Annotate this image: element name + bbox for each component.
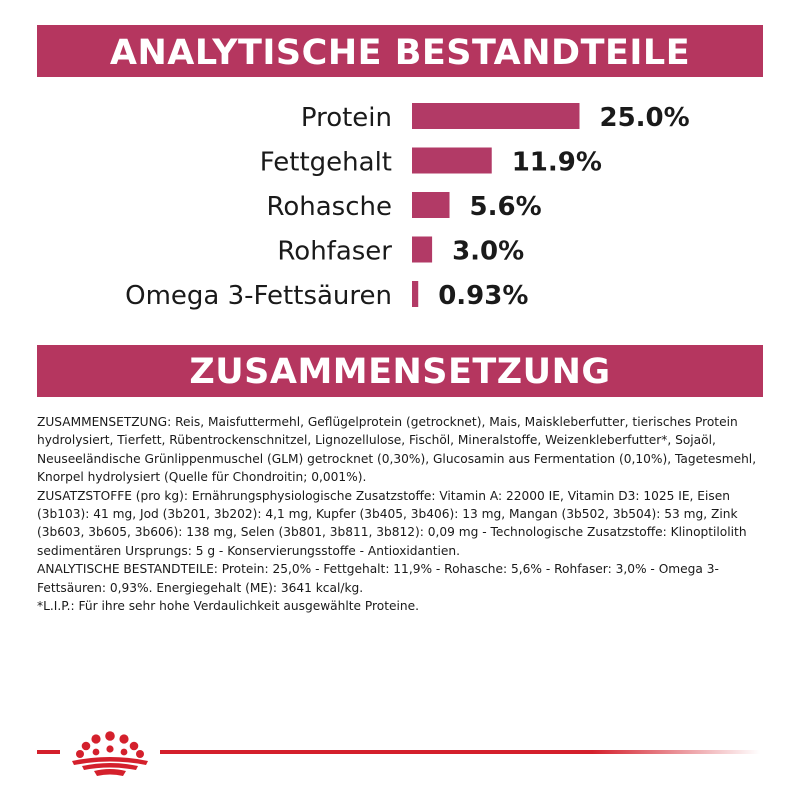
analytic-paragraph: ANALYTISCHE BESTANDTEILE: Protein: 25,0%… [37,562,719,595]
value-label: 0.93% [438,281,528,311]
category-label: Rohfaser [277,237,392,267]
bar-protein [412,103,580,129]
bar-fettgehalt [412,147,492,174]
nutrient-bar-chart: Protein 25.0% Fettgehalt 11.9% Rohasche 5.6% R… [125,103,690,311]
value-label: 25.0% [600,103,690,133]
analytic-header-title: ANALYTISCHE BESTANDTEILE [109,33,691,73]
value-label: 3.0% [452,237,524,267]
analytic-header-banner: ANALYTISCHE BESTANDTEILE [37,25,763,77]
brand-footer [37,731,760,776]
category-label: Rohasche [266,192,392,222]
bar-omega-3-fetts-uren [412,281,419,307]
composition-text-block: ZUSAMMENSETZUNG: Reis, Maisfuttermehl, G… [37,413,765,615]
footnote-paragraph: *L.I.P.: Für ihre sehr hohe Verdaulichke… [37,599,419,614]
bar-rohfaser [412,236,433,263]
value-label: 5.6% [470,192,542,222]
composition-paragraph: ZUSAMMENSETZUNG: Reis, Maisfuttermehl, G… [37,415,757,485]
footer-line-left [37,750,60,754]
footer-line-right [160,750,760,754]
crown-logo-icon [72,731,148,776]
value-label: 11.9% [512,148,602,178]
composition-header-title: ZUSAMMENSETZUNG [189,352,611,392]
composition-header-banner: ZUSAMMENSETZUNG [37,345,763,397]
category-label: Protein [301,103,392,133]
category-label: Omega 3-Fettsäuren [125,281,392,311]
bar-rohasche [412,192,450,218]
category-label: Fettgehalt [260,148,392,178]
additives-paragraph: ZUSATZSTOFFE (pro kg): Ernährungsphysiol… [37,488,747,558]
